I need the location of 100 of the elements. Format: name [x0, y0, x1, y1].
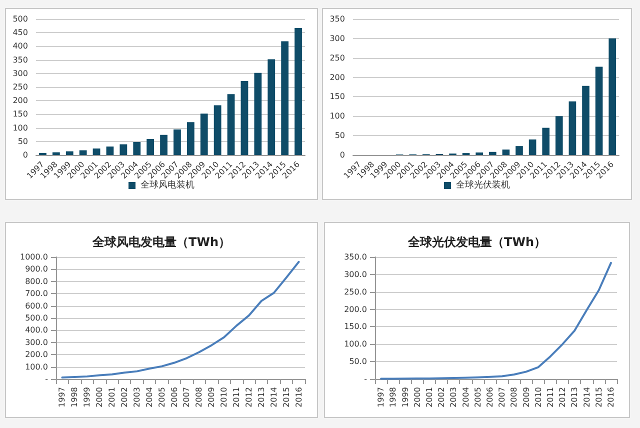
y-tick-label: 450 — [12, 28, 28, 38]
y-tick-label: 300 — [12, 68, 28, 78]
bar — [502, 150, 510, 155]
bar — [227, 94, 235, 155]
x-tick-label: 2012 — [244, 387, 254, 408]
x-tick-label: 2010 — [534, 387, 543, 408]
y-tick-label: 100.0 — [344, 340, 367, 349]
bar — [106, 146, 114, 155]
bar — [160, 134, 168, 155]
x-tick-label: 2007 — [182, 387, 192, 408]
x-tick-label: 2000 — [412, 387, 422, 408]
y-tick-label: 200.0 — [25, 350, 48, 360]
bar — [52, 152, 60, 155]
y-tick-label: - — [45, 374, 48, 384]
y-tick-label: 200 — [12, 96, 28, 106]
x-tick-label: 2016 — [606, 387, 616, 408]
x-tick-label: 2008 — [510, 387, 519, 408]
line-series — [380, 262, 612, 380]
chart-title: 全球风电发电量（TWh） — [92, 235, 230, 249]
x-tick-label: 2016 — [294, 387, 304, 408]
x-tick-label: 2002 — [120, 387, 129, 408]
x-tick-label: 2013 — [570, 387, 580, 408]
bar — [555, 116, 563, 155]
bar — [268, 59, 276, 155]
y-tick-label: 250 — [330, 53, 345, 62]
y-tick-label: 100 — [12, 123, 28, 132]
bar — [66, 151, 74, 155]
x-tick-label: 2011 — [232, 387, 242, 408]
y-tick-label: 300.0 — [25, 338, 48, 347]
bar — [528, 139, 536, 155]
y-tick-label: 400 — [12, 42, 28, 51]
y-tick-label: 300 — [330, 34, 345, 43]
y-tick-label: 400.0 — [25, 326, 48, 335]
x-tick-label: 2007 — [498, 387, 507, 408]
x-tick-label: 2013 — [256, 387, 266, 408]
x-tick-label: 1998 — [388, 387, 398, 408]
x-tick-label: 2002 — [437, 387, 446, 408]
y-tick-label: 200.0 — [344, 304, 367, 314]
bar — [254, 72, 262, 155]
bar — [476, 152, 484, 155]
x-tick-label: 2011 — [546, 387, 555, 408]
x-tick-label: 2006 — [170, 387, 179, 408]
bar — [542, 128, 550, 155]
legend-label: 全球光伏装机 — [456, 180, 510, 190]
y-tick-label: 50.0 — [349, 357, 367, 366]
bar — [174, 129, 181, 155]
x-tick-label: 2004 — [461, 387, 470, 408]
x-tick-label: 1997 — [376, 387, 386, 408]
y-tick-label: 150.0 — [344, 322, 367, 332]
y-tick-label: 700.0 — [25, 289, 48, 298]
x-tick-label: 2006 — [485, 387, 494, 408]
y-tick-label: 900.0 — [25, 264, 48, 274]
x-tick-label: 2003 — [449, 387, 458, 408]
x-tick-label: 2003 — [132, 387, 142, 408]
y-tick-label: 300.0 — [344, 270, 367, 279]
bar — [214, 105, 222, 155]
x-tick-label: 2014 — [269, 387, 278, 408]
x-tick-label: 1997 — [58, 387, 67, 408]
x-tick-label: 2012 — [558, 387, 568, 408]
y-tick-label: - — [364, 374, 368, 384]
y-tick-label: 600.0 — [25, 301, 48, 310]
bar — [92, 148, 100, 155]
x-tick-label: 2001 — [424, 387, 434, 408]
x-tick-label: 2015 — [282, 387, 291, 408]
x-tick-label: 2001 — [108, 387, 117, 408]
x-tick-label: 1998 — [70, 387, 80, 408]
y-tick-label: 350.0 — [344, 252, 367, 262]
y-tick-label: 50 — [18, 136, 28, 146]
x-tick-label: 2004 — [144, 387, 154, 408]
y-tick-label: 150 — [330, 92, 345, 102]
y-tick-label: 350 — [330, 14, 345, 24]
x-tick-label: 2008 — [194, 387, 204, 408]
x-tick-label: 2000 — [95, 387, 104, 408]
y-tick-label: 150 — [12, 110, 28, 119]
bar — [488, 152, 496, 155]
bar — [79, 150, 87, 155]
x-tick-label: 2009 — [522, 387, 531, 408]
x-tick-label: 1999 — [82, 387, 92, 408]
bar — [240, 81, 248, 155]
legend-label: 全球风电装机 — [140, 180, 194, 190]
y-tick-label: 100.0 — [25, 362, 48, 372]
bar — [568, 101, 576, 155]
x-tick-label: 2014 — [582, 387, 592, 408]
y-tick-label: 350 — [12, 55, 28, 64]
y-tick-label: 1000.0 — [20, 252, 48, 262]
chart-title: 全球光伏发电量（TWh） — [407, 235, 546, 249]
y-tick-label: 50 — [334, 131, 345, 140]
x-tick-label: 2005 — [157, 387, 166, 408]
y-tick-label: 200 — [330, 72, 345, 82]
y-tick-label: 0 — [22, 150, 28, 160]
line-series — [61, 260, 300, 379]
x-tick-label: 2015 — [594, 387, 604, 408]
bar — [120, 144, 128, 155]
x-tick-label: 2010 — [220, 387, 229, 408]
y-tick-label: 0 — [340, 150, 345, 160]
x-tick-label: 2009 — [207, 387, 216, 408]
y-tick-label: 500.0 — [25, 314, 48, 322]
x-tick-label: 2005 — [473, 387, 482, 408]
y-tick-label: 800.0 — [25, 276, 48, 286]
bar — [516, 146, 523, 155]
